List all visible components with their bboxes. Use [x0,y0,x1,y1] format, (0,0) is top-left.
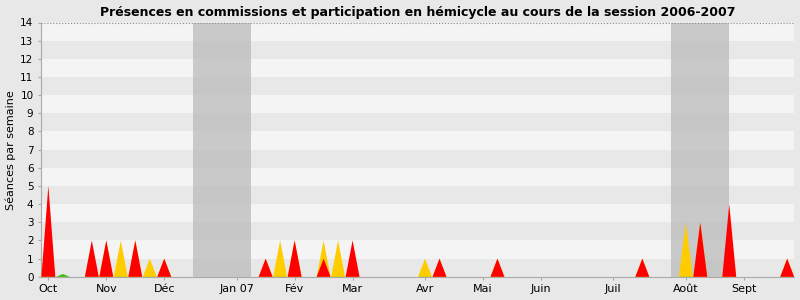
Polygon shape [433,259,446,277]
Polygon shape [433,259,446,277]
Polygon shape [694,274,707,277]
Polygon shape [679,222,693,277]
Polygon shape [143,275,157,277]
Polygon shape [317,273,330,277]
Polygon shape [85,273,98,277]
Bar [41,113,794,131]
Polygon shape [722,222,736,277]
Polygon shape [722,204,736,277]
Polygon shape [158,259,171,277]
Polygon shape [694,222,707,277]
Polygon shape [694,222,707,277]
Polygon shape [317,241,330,277]
Polygon shape [288,241,302,277]
Bar [41,186,794,204]
Y-axis label: Séances par semaine: Séances par semaine [6,90,16,209]
Polygon shape [273,274,287,277]
Polygon shape [99,241,114,277]
Bar [41,77,794,95]
Bar [41,41,794,59]
Polygon shape [346,241,359,277]
Polygon shape [158,274,171,277]
Polygon shape [258,259,273,277]
Polygon shape [331,274,345,277]
Polygon shape [158,259,171,277]
Polygon shape [85,241,98,277]
Bar [41,259,794,277]
Bar [194,22,251,277]
Polygon shape [42,186,55,277]
Polygon shape [722,274,736,277]
Bar [41,204,794,222]
Polygon shape [331,241,345,277]
Bar [41,131,794,150]
Polygon shape [42,272,55,277]
Polygon shape [317,259,330,277]
Polygon shape [143,259,157,277]
Bar [41,222,794,241]
Polygon shape [288,273,302,277]
Polygon shape [346,274,359,277]
Polygon shape [128,241,142,277]
Polygon shape [42,222,55,277]
Bar [41,59,794,77]
Polygon shape [128,241,142,277]
Bar [671,22,730,277]
Polygon shape [258,274,273,277]
Polygon shape [635,259,650,277]
Polygon shape [258,259,273,277]
Bar [41,241,794,259]
Bar [41,168,794,186]
Polygon shape [433,275,446,277]
Polygon shape [780,275,794,277]
Polygon shape [99,273,114,277]
Bar [41,22,794,41]
Polygon shape [418,259,432,277]
Polygon shape [114,274,128,277]
Polygon shape [780,259,794,277]
Polygon shape [679,274,693,277]
Polygon shape [288,241,302,277]
Polygon shape [273,241,287,277]
Polygon shape [490,259,505,277]
Title: Présences en commissions et participation en hémicycle au cours de la session 20: Présences en commissions et participatio… [100,6,735,19]
Polygon shape [635,275,650,277]
Polygon shape [635,259,650,277]
Polygon shape [780,259,794,277]
Bar [41,150,794,168]
Polygon shape [85,259,98,277]
Polygon shape [128,273,142,277]
Polygon shape [490,259,505,277]
Polygon shape [56,274,70,277]
Polygon shape [114,241,128,277]
Bar [41,95,794,113]
Polygon shape [99,241,114,277]
Polygon shape [490,275,505,277]
Polygon shape [346,259,359,277]
Polygon shape [418,275,432,277]
